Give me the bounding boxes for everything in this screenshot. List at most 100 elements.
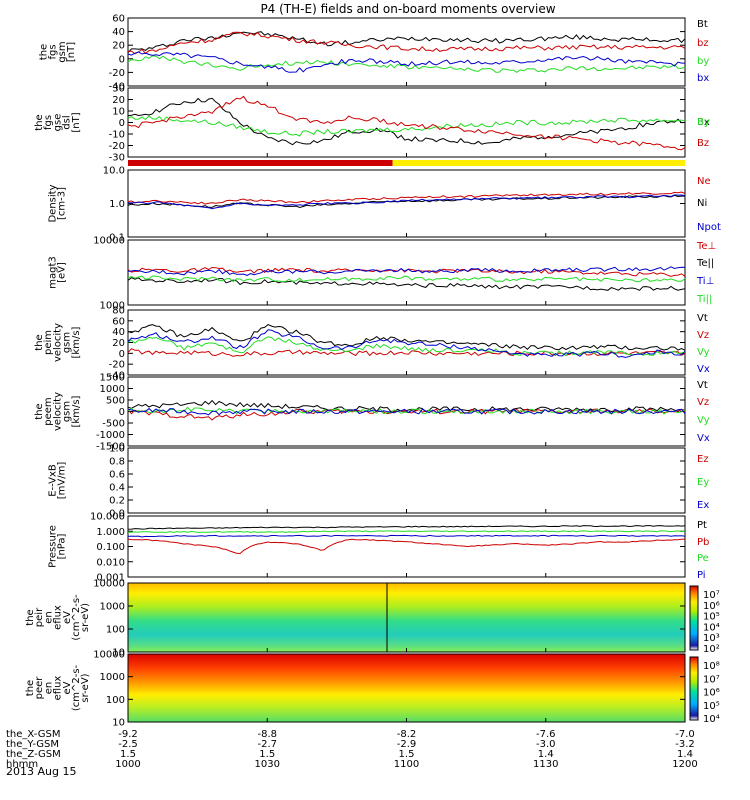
- y-axis-label-line: velocity: [52, 392, 63, 431]
- panel-7: E--VxB[mV/m] 1.0 0.8 0.6 0.4 0.2 0.0 Ez Ey Ex: [48, 444, 710, 520]
- y-tick-label: 60: [112, 316, 125, 327]
- y-axis-label-line: (cm^2-s-: [71, 594, 82, 641]
- series-line: [127, 95, 686, 151]
- y-tick-label: 1.0: [109, 444, 125, 455]
- y-axis-label-line: sr-eV): [80, 673, 91, 702]
- legend-entry: Pi: [697, 570, 706, 581]
- ephemeris-value: 1100: [394, 759, 419, 770]
- y-tick-label: 10000: [93, 650, 125, 661]
- legend-entry: By: [697, 117, 710, 128]
- y-tick-label: 10000: [93, 236, 125, 247]
- y-tick-label: -20: [109, 68, 125, 79]
- legend-entry: Vx: [697, 433, 710, 444]
- y-axis-label-line: Density: [48, 184, 59, 222]
- colorbar-tick-label: 10⁴: [703, 714, 720, 725]
- series-line: [127, 329, 686, 358]
- series-line: [127, 407, 686, 416]
- series-line: [127, 115, 686, 137]
- y-axis-label-line: dsl: [62, 115, 73, 129]
- y-axis-label-line: the: [25, 680, 36, 696]
- y-tick-label: 0.0: [109, 509, 125, 520]
- legend-entry: Pe: [697, 553, 709, 564]
- legend-entry: Te⊥: [696, 241, 716, 252]
- y-tick-label: 0: [119, 407, 125, 418]
- y-tick-label: 0.001: [96, 573, 125, 584]
- series-line: [127, 399, 686, 413]
- series-line: [127, 534, 686, 538]
- y-tick-label: 40: [112, 327, 125, 338]
- y-axis-label-line: en: [43, 682, 54, 695]
- ephemeris-value: 1.5: [259, 749, 275, 760]
- legend-entry: by: [697, 56, 709, 67]
- colorbar-tick-label: 10²: [703, 644, 720, 655]
- y-tick-label: -30: [109, 153, 125, 164]
- series-line: [127, 348, 686, 357]
- legend-entry: Vt: [697, 380, 708, 391]
- series-line: [127, 194, 686, 210]
- legend-entry: Ey: [697, 477, 709, 488]
- legend-entry: Vt: [697, 313, 708, 324]
- y-tick-label: 10: [112, 107, 125, 118]
- y-axis-label-line: magt3: [48, 256, 59, 289]
- y-tick-label: 0: [119, 118, 125, 129]
- y-tick-label: 10.0: [103, 166, 125, 177]
- ephemeris-value: 1030: [255, 759, 280, 770]
- y-tick-label: 80: [112, 306, 125, 317]
- ephemeris-value: -3.0: [536, 739, 556, 750]
- panel-frame: [127, 447, 686, 514]
- y-axis-label-line: eflux: [53, 605, 64, 630]
- y-axis-label-line: the: [39, 44, 50, 60]
- legend-entry: Vz: [697, 330, 709, 341]
- legend-entry: Vx: [697, 364, 710, 375]
- y-tick-label: 10000: [93, 579, 125, 590]
- y-tick-label: 1000: [100, 672, 125, 683]
- y-axis-label-line: Pressure: [48, 525, 59, 568]
- ephemeris-value: 1.4: [538, 749, 554, 760]
- ephemeris-value: 1.5: [399, 749, 415, 760]
- ephemeris-value: 1000: [115, 759, 140, 770]
- y-axis-label-line: eV: [62, 611, 73, 624]
- ephemeris-label: the_Y-GSM: [6, 739, 59, 750]
- y-tick-label: 40: [112, 27, 125, 38]
- ephemeris-value: -7.0: [675, 729, 695, 740]
- colorbar-tick-label: 10⁷: [703, 590, 720, 601]
- y-axis-label-line: [nPa]: [57, 533, 68, 559]
- mode-bar-red: [128, 160, 393, 166]
- legend-entry: Bz: [697, 138, 709, 149]
- colorbar-tick-label: 10⁵: [703, 701, 720, 712]
- y-axis-label-line: E--VxB: [48, 464, 59, 497]
- ephemeris-value: 1.4: [677, 749, 693, 760]
- y-tick-label: 60: [112, 14, 125, 25]
- ephemeris-value: -2.7: [257, 739, 277, 750]
- series-line: [127, 406, 686, 415]
- colorbar: [689, 585, 699, 651]
- y-axis-label-line: sr-eV): [80, 603, 91, 632]
- y-axis-label-line: (cm^2-s-: [71, 664, 82, 711]
- y-axis-label-line: gsm: [62, 401, 73, 422]
- legend-entry: Pb: [697, 537, 709, 548]
- panel-4: magt3[eV] 10000 1000 Te⊥ Te|| Ti⊥ Ti||: [48, 236, 717, 312]
- ephemeris-value: -3.2: [675, 739, 695, 750]
- legend-entry: Ti||: [696, 294, 712, 305]
- legend-entry: bx: [697, 73, 709, 84]
- y-tick-label: 0: [119, 349, 125, 360]
- colorbar-tick-label: 10⁵: [703, 612, 720, 623]
- y-tick-label: 0.010: [96, 557, 125, 568]
- chart-title: P4 (TH-E) fields and on-board moments ov…: [260, 2, 555, 16]
- y-axis-label-line: [eV]: [57, 262, 68, 283]
- y-axis-label-line: the: [34, 403, 45, 419]
- colorbar-tick-label: 10⁶: [703, 601, 720, 612]
- y-tick-label: 1.0: [109, 199, 125, 210]
- panel-frame: [127, 653, 686, 723]
- series-line: [127, 525, 686, 530]
- y-tick-label: 1000: [100, 384, 125, 395]
- y-axis-label-line: velocity: [52, 323, 63, 362]
- legend-entry: Vy: [697, 347, 710, 358]
- ephemeris-value: 1.5: [120, 749, 136, 760]
- y-tick-label: 100: [106, 695, 125, 706]
- ephemeris-value: -8.8: [257, 729, 277, 740]
- y-tick-label: 30: [112, 84, 125, 95]
